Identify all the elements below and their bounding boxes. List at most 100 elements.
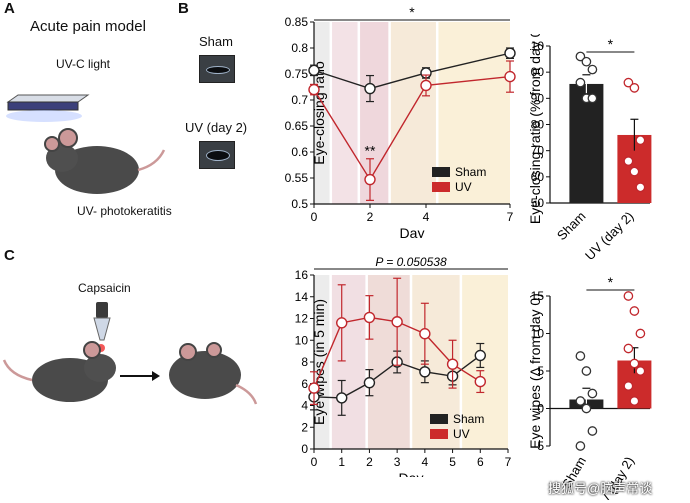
- y-tick-label: -5: [533, 439, 544, 453]
- watermark: 搜狐号@脑声常谈: [548, 481, 653, 496]
- data-point: [420, 79, 432, 92]
- background-band: [330, 275, 367, 449]
- panel-letter-c: C: [4, 247, 15, 264]
- legend-swatch: [432, 182, 450, 192]
- dropper-icon: [93, 302, 111, 352]
- y-tick-label: 0.5: [291, 197, 308, 211]
- uv-lamp-mouse-illustration: [6, 94, 166, 194]
- x-tick-label: Sham: [554, 209, 589, 244]
- mouse-icon: [44, 128, 166, 194]
- data-point: [308, 64, 320, 77]
- background-band: [460, 275, 508, 449]
- data-point: [364, 82, 376, 95]
- data-point: [575, 441, 586, 451]
- significance-label: *: [409, 6, 415, 20]
- background-band: [366, 275, 411, 449]
- legend-label: Sham: [455, 165, 486, 179]
- data-point: [587, 93, 598, 104]
- y-tick-label: 0.55: [285, 171, 309, 185]
- uv-lamp-icon: [6, 94, 90, 122]
- y-tick-label: 110: [530, 39, 544, 53]
- y-tick-label: 0.7: [291, 93, 308, 107]
- uvc-light-label: UV-C light: [56, 57, 111, 71]
- y-tick-label: 12: [295, 312, 309, 326]
- data-point: [629, 166, 640, 177]
- data-point: [635, 328, 646, 339]
- acute-pain-title: Acute pain model: [30, 18, 146, 35]
- uv-eye-photo: [199, 141, 235, 169]
- y-axis-label: Eye-closing ratio (% from day 0): [530, 34, 543, 224]
- data-point: [581, 366, 592, 376]
- legend-label: UV: [455, 180, 472, 194]
- data-point: [575, 77, 586, 88]
- data-point: [635, 135, 646, 146]
- x-tick-label: 0: [311, 455, 318, 469]
- panel-letter-a: A: [4, 0, 15, 17]
- x-tick-label: 3: [394, 455, 401, 469]
- data-point: [623, 77, 634, 88]
- x-tick-label: 4: [422, 455, 429, 469]
- y-tick-label: 90: [531, 91, 545, 105]
- x-tick-label: 7: [505, 455, 512, 469]
- data-point: [363, 311, 376, 324]
- data-point: [419, 328, 431, 340]
- data-point: [391, 316, 403, 328]
- y-tick-label: 4: [301, 399, 308, 413]
- background-band: [314, 275, 331, 449]
- y-tick-label: 5: [537, 364, 544, 378]
- y-tick-label: 6: [301, 377, 308, 391]
- data-point: [364, 173, 376, 186]
- x-tick-label: 5: [449, 455, 456, 469]
- background-band: [330, 22, 359, 204]
- data-point: [587, 388, 598, 399]
- y-tick-label: 15: [531, 289, 545, 303]
- data-point: [587, 426, 598, 436]
- y-tick-label: 60: [531, 170, 545, 184]
- data-point: [336, 317, 348, 329]
- legend-swatch: [432, 167, 450, 177]
- y-tick-label: 16: [295, 268, 309, 282]
- y-tick-label: 80: [531, 118, 545, 132]
- background-band: [389, 22, 438, 204]
- x-tick-label: 4: [423, 210, 430, 224]
- y-tick-label: 10: [295, 333, 309, 347]
- y-tick-label: 0.65: [285, 119, 309, 133]
- data-point: [504, 70, 516, 83]
- point-annotation: **: [365, 143, 376, 159]
- x-tick-label: 0: [311, 210, 318, 224]
- x-tick-label: UV (day 2): [582, 209, 637, 264]
- y-tick-label: 0.75: [285, 67, 309, 81]
- sham-eye-photo: [199, 55, 235, 83]
- x-axis-label: Day: [400, 225, 425, 238]
- data-point: [474, 375, 486, 388]
- data-point: [504, 47, 516, 59]
- data-point: [581, 56, 592, 67]
- data-point: [419, 366, 431, 378]
- x-axis-label: Day: [399, 470, 424, 477]
- y-tick-label: 0: [537, 402, 544, 416]
- bar: [569, 83, 604, 203]
- series-line: [313, 52, 511, 90]
- capsaicin-mouse-illustration: [2, 302, 258, 405]
- data-point: [446, 358, 459, 370]
- y-tick-label: 14: [295, 290, 309, 304]
- data-point: [623, 291, 634, 301]
- y-tick-label: 0.6: [291, 145, 308, 159]
- data-point: [363, 376, 376, 389]
- arrow-icon: [120, 371, 160, 381]
- y-tick-label: 2: [301, 420, 308, 434]
- data-point: [623, 381, 634, 391]
- data-point: [575, 351, 586, 361]
- data-point: [308, 382, 320, 394]
- legend-swatch: [430, 414, 448, 424]
- photokeratitis-label: UV- photokeratitis: [77, 204, 172, 218]
- y-tick-label: 100: [530, 65, 544, 79]
- data-point: [623, 343, 634, 354]
- data-point: [629, 83, 640, 93]
- data-point: [629, 358, 640, 369]
- data-point: [629, 306, 640, 316]
- y-tick-label: 10: [531, 327, 545, 341]
- y-axis-label: Eye wipes (Δ from day 0): [530, 293, 543, 449]
- data-point: [623, 156, 634, 166]
- data-point: [629, 396, 640, 406]
